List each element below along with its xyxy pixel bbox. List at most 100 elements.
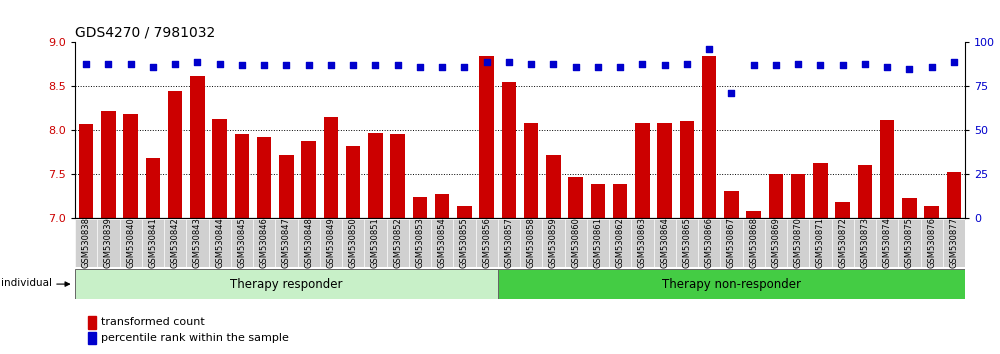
Point — [701, 47, 717, 52]
Point — [123, 61, 139, 66]
Bar — [657, 123, 672, 218]
Point — [924, 64, 940, 70]
Bar — [453, 219, 476, 267]
Bar — [858, 165, 872, 218]
Bar — [791, 174, 805, 218]
Text: GSM530869: GSM530869 — [771, 217, 780, 268]
Text: GSM530868: GSM530868 — [749, 217, 758, 268]
Bar — [431, 219, 453, 267]
Bar — [813, 164, 828, 218]
Text: percentile rank within the sample: percentile rank within the sample — [101, 333, 289, 343]
Text: GSM530858: GSM530858 — [527, 217, 536, 268]
Bar — [698, 219, 720, 267]
Bar — [880, 120, 894, 218]
Point — [768, 62, 784, 68]
Point — [590, 64, 606, 70]
Point — [301, 62, 317, 68]
Bar — [876, 219, 898, 267]
Point — [835, 62, 851, 68]
Point — [746, 62, 762, 68]
Point — [946, 59, 962, 64]
Point — [434, 64, 450, 70]
Text: GSM530863: GSM530863 — [638, 217, 647, 268]
Text: GSM530859: GSM530859 — [549, 217, 558, 268]
Point — [367, 62, 383, 68]
Bar — [920, 219, 943, 267]
Text: GSM530849: GSM530849 — [326, 217, 335, 268]
Point — [78, 61, 94, 66]
Text: GSM530846: GSM530846 — [260, 217, 269, 268]
Text: GSM530854: GSM530854 — [438, 217, 447, 268]
Point — [568, 64, 584, 70]
Bar — [476, 219, 498, 267]
Point — [100, 61, 116, 66]
Bar — [524, 123, 538, 218]
Bar — [257, 137, 271, 218]
Bar — [435, 194, 449, 218]
Text: individual: individual — [2, 278, 52, 287]
Bar — [564, 219, 587, 267]
Bar — [902, 199, 917, 218]
Text: GDS4270 / 7981032: GDS4270 / 7981032 — [75, 26, 215, 40]
Text: GSM530844: GSM530844 — [215, 217, 224, 268]
Bar — [720, 219, 742, 267]
Bar — [457, 206, 472, 218]
Bar — [654, 219, 676, 267]
Text: GSM530866: GSM530866 — [705, 217, 714, 268]
Bar — [680, 121, 694, 218]
Point — [390, 62, 406, 68]
Text: GSM530861: GSM530861 — [593, 217, 602, 268]
Bar — [279, 155, 294, 218]
Bar — [298, 219, 320, 267]
Text: GSM530877: GSM530877 — [949, 217, 958, 268]
Text: GSM530864: GSM530864 — [660, 217, 669, 268]
Text: GSM530838: GSM530838 — [82, 217, 91, 268]
Text: GSM530860: GSM530860 — [571, 217, 580, 268]
Text: GSM530841: GSM530841 — [148, 217, 157, 268]
Bar — [479, 56, 494, 218]
Bar — [724, 192, 739, 218]
Text: GSM530873: GSM530873 — [860, 217, 869, 268]
Text: GSM530865: GSM530865 — [682, 217, 691, 268]
Bar — [746, 211, 761, 218]
Bar — [275, 219, 298, 267]
Bar — [635, 123, 650, 218]
Point — [723, 91, 739, 96]
Bar — [587, 219, 609, 267]
Point — [879, 64, 895, 70]
Text: GSM530852: GSM530852 — [393, 217, 402, 268]
Text: GSM530862: GSM530862 — [616, 217, 625, 268]
Bar — [546, 155, 561, 218]
Bar — [208, 219, 231, 267]
Bar — [75, 219, 97, 267]
Text: GSM530850: GSM530850 — [349, 217, 358, 268]
Text: GSM530851: GSM530851 — [371, 217, 380, 268]
Bar — [835, 202, 850, 218]
Point — [857, 61, 873, 66]
Bar — [346, 146, 360, 218]
Bar — [190, 76, 205, 218]
Bar — [324, 117, 338, 218]
Text: transformed count: transformed count — [101, 317, 205, 327]
Point — [501, 59, 517, 64]
Bar — [591, 184, 605, 218]
Bar — [253, 219, 275, 267]
Point — [479, 59, 495, 64]
Text: GSM530845: GSM530845 — [237, 217, 246, 268]
Point — [901, 66, 917, 72]
Text: GSM530872: GSM530872 — [838, 217, 847, 268]
Text: GSM530871: GSM530871 — [816, 217, 825, 268]
Bar — [409, 219, 431, 267]
Bar — [320, 219, 342, 267]
Bar — [520, 219, 542, 267]
Point — [323, 62, 339, 68]
Text: GSM530856: GSM530856 — [482, 217, 491, 268]
Point — [812, 62, 828, 68]
Bar — [386, 219, 409, 267]
Bar — [120, 219, 142, 267]
Point — [612, 64, 628, 70]
Bar — [301, 141, 316, 218]
Point — [790, 61, 806, 66]
Point — [145, 64, 161, 70]
Text: GSM530839: GSM530839 — [104, 217, 113, 268]
